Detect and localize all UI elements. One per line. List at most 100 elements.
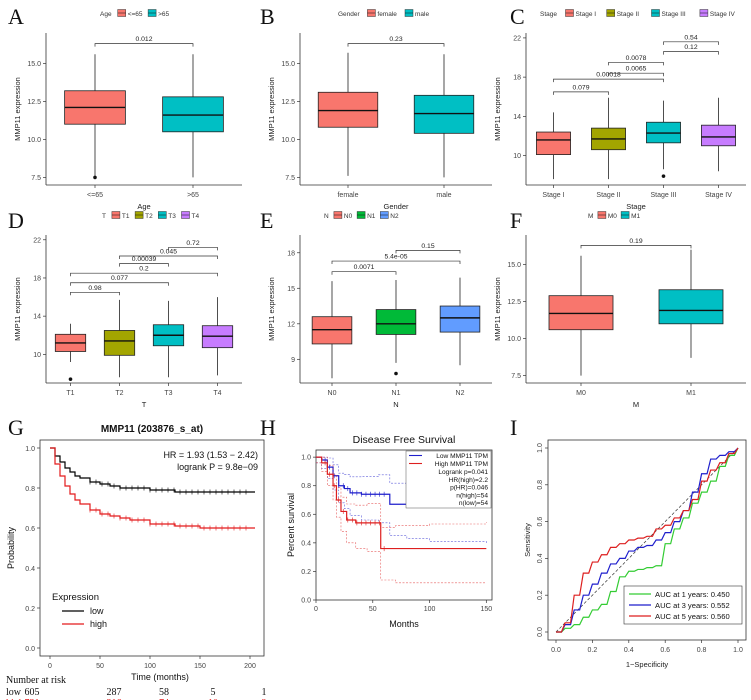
x-axis-label: Gender [383, 202, 409, 211]
legend-label: Stage I [576, 11, 597, 18]
legend-label: T2 [145, 213, 153, 220]
y-tick-label: 0.0 [301, 598, 311, 605]
stat-line: Logrank p=0.041 [438, 469, 488, 476]
risk-row-name: low [6, 687, 22, 698]
p-value-label: 0.0071 [354, 264, 375, 271]
legend-label: T1 [122, 213, 130, 220]
boxplot-panel-a: 7.5 10.0 12.5 15.0 MMP11 expression Age <=65 >6… [13, 9, 242, 211]
x-axis-label: 1−Specificity [626, 660, 669, 669]
x-axis-label: Time (months) [131, 672, 189, 682]
panel-label-f: F [510, 208, 522, 233]
p-value-label: 0.12 [684, 44, 697, 51]
y-tick-label: 0.0 [25, 646, 35, 653]
dfs-curve-1 [316, 456, 487, 550]
legend-title: Gender [338, 11, 361, 18]
risk-value: 2 [262, 698, 267, 700]
legend-label: AUC at 3 years: 0.552 [655, 601, 730, 610]
y-tick-label: 18 [287, 250, 295, 257]
comparison-bracket [580, 245, 692, 249]
legend-label: T4 [192, 213, 200, 220]
y-tick-label: 22 [33, 237, 41, 244]
legend-label: >65 [158, 11, 169, 18]
chart-title: MMP11 (203876_s_at) [101, 424, 203, 435]
x-axis-label: Months [389, 619, 419, 629]
km-panel-g: MMP11 (203876_s_at) 0.0 0.2 0.4 0.6 0.8 1.0 0 50… [6, 424, 267, 700]
y-tick-label: 0.2 [25, 606, 35, 613]
y-tick-label: 14 [513, 114, 521, 121]
roc-curve-3 [556, 447, 739, 633]
box-N1 [375, 309, 417, 335]
roc-curve-2 [556, 447, 739, 633]
legend-title: Age [100, 11, 112, 18]
x-tick-label: 50 [369, 606, 377, 613]
boxplot-panel-e: 9 12 15 18 MMP11 expression N N0 N1 N2 0.0071 5.4e… [267, 211, 492, 409]
p-value-label: 5.4e-05 [384, 254, 407, 261]
x-tick-label: N0 [328, 390, 337, 397]
legend-bg [48, 587, 168, 647]
plot-frame [315, 449, 493, 601]
ci-lower [316, 462, 487, 584]
x-axis-label: T [142, 400, 147, 409]
boxplot-panel-f: 7.5 10.0 12.5 15.0 MMP11 expression M M0 M1 0.19… [493, 211, 746, 409]
comparison-bracket [553, 78, 664, 83]
risk-row-name: high [6, 698, 24, 700]
legend-label: low [90, 606, 104, 616]
y-tick-label: 0.8 [537, 480, 544, 490]
y-tick-label: 0.0 [537, 627, 544, 637]
y-axis-label: MMP11 expression [267, 277, 276, 341]
p-value-label: 0.00039 [132, 256, 157, 263]
ci-upper [316, 456, 487, 528]
y-tick-label: 18 [33, 275, 41, 282]
legend-label: T3 [168, 213, 176, 220]
panel-label-a: A [8, 4, 24, 29]
y-tick-label: 1.0 [301, 455, 311, 462]
box->65 [162, 96, 224, 133]
p-value-label: 0.012 [135, 36, 152, 43]
risk-table-heading: Number at risk [6, 675, 66, 686]
y-tick-label: 7.5 [511, 373, 521, 380]
y-tick-label: 0.4 [537, 553, 544, 563]
y-tick-label: 12 [287, 321, 295, 328]
hr-annotation: HR = 1.93 (1.53 − 2.42) [163, 450, 258, 460]
x-tick-label: 150 [480, 606, 492, 613]
y-tick-label: 15.0 [281, 61, 295, 68]
x-tick-label: 100 [144, 663, 156, 670]
x-axis-label: N [393, 400, 398, 409]
legend-label: male [415, 11, 429, 18]
x-tick-label: 0.0 [551, 647, 561, 654]
comparison-bracket [168, 247, 218, 251]
box-female [317, 91, 379, 128]
legend-label: Stage III [662, 11, 686, 18]
risk-value: 58 [159, 687, 169, 698]
legend-label: <=65 [128, 11, 143, 18]
legend-title: Expression [52, 592, 99, 603]
plot-frame [547, 439, 747, 641]
comparison-bracket [608, 72, 664, 77]
y-tick-label: 0.4 [25, 566, 35, 573]
x-tick-label: 0.4 [624, 647, 634, 654]
panel-label-b: B [260, 4, 275, 29]
y-axis-label: MMP11 expression [13, 77, 22, 141]
y-tick-label: 0.6 [25, 526, 35, 533]
risk-value: 10 [208, 698, 218, 700]
x-tick-label: 0 [48, 663, 52, 670]
x-tick-label: 200 [244, 663, 256, 670]
y-tick-label: 14 [33, 314, 41, 321]
stat-line: n(low)=54 [459, 500, 488, 507]
risk-value: 316 [107, 698, 122, 700]
p-value-label: 0.19 [629, 238, 642, 245]
comparison-bracket [663, 41, 719, 45]
x-tick-label: female [337, 192, 358, 199]
legend-label: female [377, 11, 397, 18]
p-value-label: 0.045 [160, 249, 177, 256]
y-axis-label: MMP11 expression [493, 277, 502, 341]
legend-label: N2 [390, 213, 399, 220]
y-axis-label: MMP11 expression [267, 77, 276, 141]
legend-title: Stage [540, 11, 557, 18]
panel-label-g: G [8, 415, 24, 440]
y-tick-label: 12.5 [281, 99, 295, 106]
legend-label: Low MMP11 TPM [436, 453, 488, 460]
risk-value: 287 [107, 687, 122, 698]
box-M0 [548, 295, 614, 331]
chart-title: Disease Free Survival [353, 434, 456, 446]
